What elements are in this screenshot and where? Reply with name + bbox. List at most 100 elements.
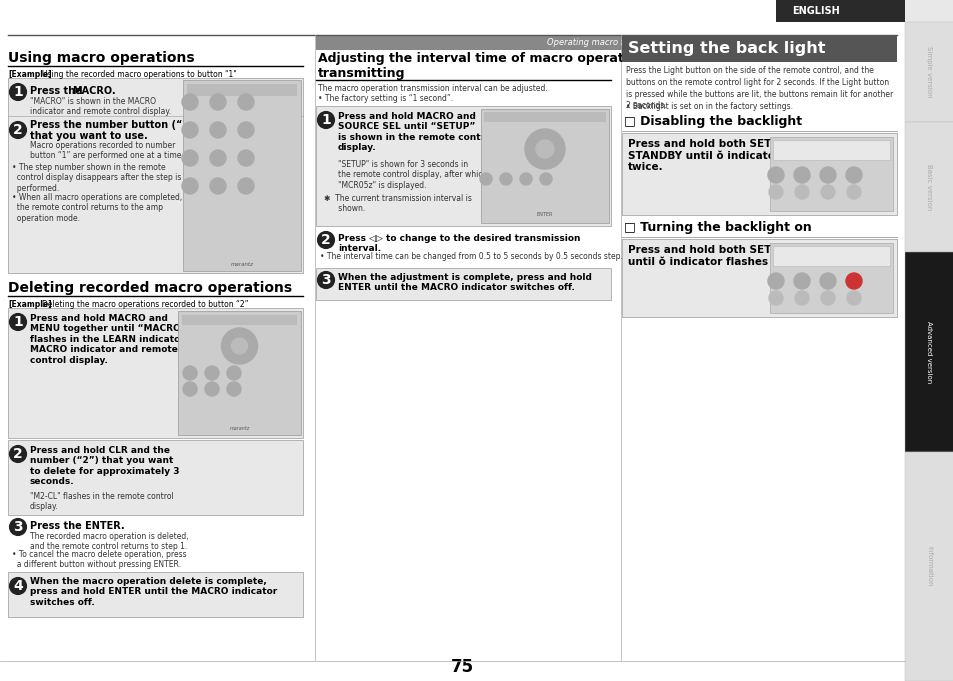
Bar [315, 106, 610, 226]
Bar [187, 84, 296, 96]
Circle shape [793, 167, 809, 183]
Bar [621, 35, 896, 62]
Circle shape [794, 291, 808, 305]
Text: Setting the back light: Setting the back light [627, 41, 824, 56]
Bar [182, 315, 296, 325]
Circle shape [182, 150, 198, 166]
Circle shape [820, 273, 835, 289]
Bar [483, 112, 605, 122]
Bar [621, 133, 896, 215]
Text: When the macro operation delete is complete,
press and hold ENTER until the MACR: When the macro operation delete is compl… [30, 577, 277, 607]
Text: Using the recorded macro operations to button "1": Using the recorded macro operations to b… [42, 70, 236, 79]
Circle shape [205, 382, 219, 396]
Circle shape [205, 366, 219, 380]
Text: Macro operations recorded to number
button “1” are performed one at a time.: Macro operations recorded to number butt… [30, 141, 184, 161]
Bar [480, 109, 608, 223]
Text: 1: 1 [13, 85, 23, 99]
Bar [904, 252, 953, 452]
Bar [769, 243, 892, 313]
Text: Press and hold MACRO and
SOURCE SEL until “SETUP”
is shown in the remote control: Press and hold MACRO and SOURCE SEL unti… [337, 112, 494, 152]
Text: The recorded macro operation is deleted,
and the remote control returns to step : The recorded macro operation is deleted,… [30, 532, 189, 552]
Text: • The factory setting is “1 second”.: • The factory setting is “1 second”. [317, 94, 453, 103]
Bar [8, 308, 303, 438]
Circle shape [227, 382, 241, 396]
Text: MACRO.: MACRO. [71, 86, 115, 96]
Bar [772, 246, 889, 266]
Text: Advanced version: Advanced version [925, 321, 931, 383]
Circle shape [182, 94, 198, 110]
Circle shape [768, 185, 782, 199]
Text: "SETUP" is shown for 3 seconds in
the remote control display, after which
"MCR05: "SETUP" is shown for 3 seconds in the re… [337, 160, 487, 190]
Text: 75: 75 [450, 658, 473, 676]
Text: marantz: marantz [229, 426, 250, 432]
Text: Simple version: Simple version [925, 46, 931, 98]
Circle shape [499, 173, 512, 185]
Circle shape [210, 150, 226, 166]
Circle shape [479, 173, 492, 185]
Circle shape [183, 382, 196, 396]
Text: Press and hold both SET and ON
until ŏ indicator flashes twice.: Press and hold both SET and ON until ŏ i… [627, 245, 818, 266]
Text: Press and hold CLR and the
number (“2”) that you want
to delete for approximatel: Press and hold CLR and the number (“2”) … [30, 446, 179, 486]
Text: "MACRO" is shown in the MACRO
indicator and remote control display.: "MACRO" is shown in the MACRO indicator … [30, 97, 171, 116]
Circle shape [821, 291, 834, 305]
Bar [8, 78, 303, 273]
Circle shape [519, 173, 532, 185]
Circle shape [524, 129, 564, 169]
Circle shape [210, 94, 226, 110]
Bar [904, 122, 953, 252]
Text: The macro operation transmission interval can be adjusted.: The macro operation transmission interva… [317, 84, 547, 93]
Bar [315, 35, 888, 50]
Circle shape [820, 167, 835, 183]
Circle shape [237, 94, 253, 110]
Text: that you want to use.: that you want to use. [30, 131, 148, 141]
Circle shape [182, 122, 198, 138]
Text: ✱  The current transmission interval is
      shown.: ✱ The current transmission interval is s… [324, 194, 472, 213]
Circle shape [237, 178, 253, 194]
Text: Deleting recorded macro operations: Deleting recorded macro operations [8, 281, 292, 295]
Bar [315, 268, 610, 300]
Text: Press ◁▷ to change to the desired transmission
interval.: Press ◁▷ to change to the desired transm… [337, 234, 579, 253]
Circle shape [227, 366, 241, 380]
Text: Adjusting the interval time of macro operations
transmitting: Adjusting the interval time of macro ope… [317, 52, 652, 80]
Bar [178, 311, 301, 435]
Text: "M2-CL" flashes in the remote control
display.: "M2-CL" flashes in the remote control di… [30, 492, 173, 511]
Text: Using macro operations: Using macro operations [8, 51, 194, 65]
Text: Press and hold both SET and
STANDBY until ŏ indicator flashes
twice.: Press and hold both SET and STANDBY unti… [627, 139, 825, 172]
Text: 3: 3 [321, 273, 331, 287]
Text: • The interval time can be changed from 0.5 to 5 seconds by 0.5 seconds step.: • The interval time can be changed from … [319, 252, 622, 261]
Bar [904, 452, 953, 681]
Circle shape [846, 291, 861, 305]
Circle shape [767, 273, 783, 289]
Text: • When all macro operations are completed,
  the remote control returns to the a: • When all macro operations are complete… [12, 193, 182, 223]
Circle shape [210, 178, 226, 194]
Text: 1: 1 [13, 315, 23, 329]
Bar [621, 239, 896, 317]
Text: 1: 1 [321, 113, 331, 127]
Circle shape [821, 185, 834, 199]
Text: Operating macro function: Operating macro function [546, 38, 655, 47]
Circle shape [237, 122, 253, 138]
Text: 4: 4 [13, 579, 23, 593]
Text: Deleting the macro operations recorded to button “2”: Deleting the macro operations recorded t… [42, 300, 248, 309]
Text: Basic version: Basic version [925, 164, 931, 210]
Text: • To cancel the macro delete operation, press
  a different button without press: • To cancel the macro delete operation, … [12, 550, 187, 569]
Text: Press the Light button on the side of the remote control, and the
buttons on the: Press the Light button on the side of th… [625, 66, 892, 110]
Text: marantz: marantz [231, 262, 253, 268]
Bar [904, 22, 953, 122]
Bar [769, 137, 892, 211]
Circle shape [539, 173, 552, 185]
Circle shape [793, 273, 809, 289]
Text: [Example]: [Example] [8, 70, 51, 79]
Text: • The step number shown in the remote
  control display disappears after the ste: • The step number shown in the remote co… [12, 163, 181, 193]
Text: Press the: Press the [30, 86, 85, 96]
Circle shape [794, 185, 808, 199]
Circle shape [767, 167, 783, 183]
Text: [Example]: [Example] [8, 300, 51, 309]
Text: 2: 2 [13, 447, 23, 461]
Text: Press the ENTER.: Press the ENTER. [30, 521, 125, 531]
Bar [772, 140, 889, 160]
Text: 2: 2 [13, 123, 23, 137]
Circle shape [210, 122, 226, 138]
Circle shape [845, 273, 862, 289]
Bar [775, 0, 904, 22]
